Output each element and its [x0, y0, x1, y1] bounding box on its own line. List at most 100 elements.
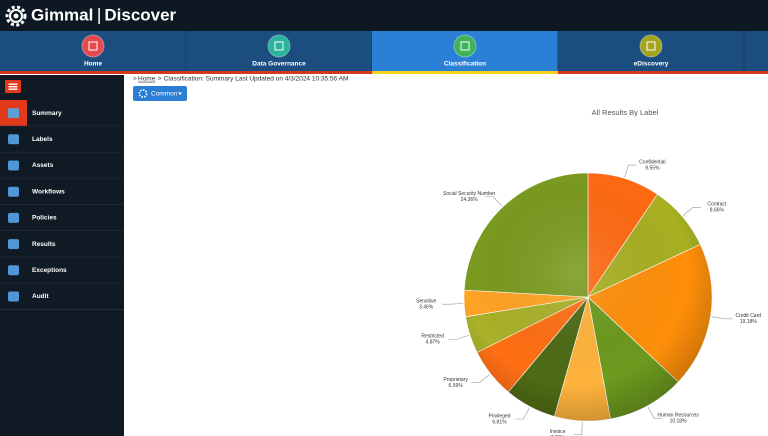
sidebar-item-bg[interactable]: [0, 257, 124, 284]
brand-divider: [98, 8, 100, 24]
pie-label: Restricted: [421, 334, 444, 340]
sidebar-item[interactable]: Exceptions: [0, 257, 124, 284]
sidebar-item-bg[interactable]: [0, 231, 124, 258]
leader-line: [624, 164, 637, 178]
nav-tab-label: eDiscovery: [634, 61, 669, 68]
button-caret: [178, 92, 182, 95]
sidebar-item-label: Exceptions: [32, 267, 67, 274]
sidebar-item[interactable]: Workflows: [0, 178, 124, 206]
leader-line: [448, 334, 470, 340]
sidebar-item-label: Audit: [32, 293, 49, 300]
sidebar-item-label: Assets: [32, 162, 54, 169]
sidebar-item-bg[interactable]: [0, 204, 124, 231]
sidebar-item-icon: [8, 134, 19, 145]
sidebar-item-icon: [8, 239, 19, 250]
sidebar-item[interactable]: Summary: [0, 100, 124, 127]
pie-value-label: 9.55%: [645, 165, 660, 171]
leader-line: [711, 316, 733, 320]
breadcrumb-separator: >: [158, 76, 162, 83]
sidebar-item-label: Results: [32, 241, 56, 248]
leader-line: [485, 196, 503, 207]
logo-gear: [5, 5, 27, 27]
sidebar-item-label: Summary: [32, 110, 62, 117]
button-label: Common: [151, 91, 178, 98]
pie-label: Proprietary: [443, 377, 468, 383]
breadcrumb-home[interactable]: Home: [138, 76, 156, 83]
chart-title: All Results By Label: [592, 108, 659, 117]
nav-tab-underline: [558, 71, 744, 74]
sidebar-item-bg[interactable]: [0, 126, 124, 153]
sidebar-item-label: Policies: [32, 215, 57, 222]
header-bar: [0, 0, 768, 31]
sidebar-item-label: Workflows: [32, 188, 65, 195]
menu-icon-line: [8, 86, 18, 88]
nav-tab[interactable]: Home: [0, 31, 187, 74]
leader-line: [573, 421, 583, 436]
pie-label: Contract: [707, 202, 727, 208]
nav-tab-label: Classification: [444, 61, 486, 68]
common-button[interactable]: Common: [133, 86, 187, 101]
nav-tab-icon: [639, 34, 663, 58]
pie-value-label: 8.66%: [710, 208, 725, 214]
leader-line: [471, 374, 491, 383]
breadcrumb-separator: >: [133, 76, 137, 83]
breadcrumb-current: Classification: Summary Last Updated on …: [164, 76, 349, 83]
button-gear: [138, 89, 148, 98]
nav-tab-icon: [453, 34, 477, 58]
nav-tab[interactable]: eDiscovery: [558, 31, 745, 74]
sidebar-item-bg[interactable]: [0, 152, 124, 179]
sidebar-item-icon: [8, 265, 19, 276]
nav-tab-label: Home: [84, 61, 102, 68]
sidebar-item[interactable]: Assets: [0, 152, 124, 180]
nav-tab-icon: [267, 34, 291, 58]
pie-value-label: 10.18%: [670, 418, 688, 424]
pie-value-label: 6.59%: [449, 383, 464, 389]
sidebar-item-icon: [8, 160, 19, 171]
sidebar-item-label: Labels: [32, 136, 53, 143]
sidebar-items: Summary Labels Assets Workflows Policies Resu…: [0, 100, 124, 311]
sidebar-item-bg[interactable]: [0, 178, 124, 205]
pie-label: Invoice: [550, 429, 566, 435]
pie-value-label: 4.87%: [426, 340, 441, 346]
button-bg[interactable]: [133, 86, 187, 101]
product-name: Discover: [104, 5, 176, 24]
pie-value-label: 19.18%: [740, 319, 758, 325]
menu-icon-line: [8, 88, 18, 90]
pie-label: Sensitive: [416, 299, 437, 305]
nav-tab[interactable]: Data Governance: [186, 31, 373, 74]
nav-tab-icon: [81, 34, 105, 58]
leader-line: [682, 207, 701, 216]
nav-tab-underline: [0, 71, 186, 74]
nav-tabs: Home Data Governance Classification eDiscov…: [0, 31, 768, 74]
nav-tab-icon-glyph: [460, 41, 470, 51]
menu-toggle[interactable]: [5, 80, 21, 93]
nav-tab-icon-glyph: [646, 41, 656, 51]
nav-tab-icon-glyph: [88, 41, 98, 51]
sidebar-item-icon: [8, 291, 19, 302]
leader-line: [442, 303, 464, 305]
pie-value-label: 6.81%: [492, 419, 507, 425]
leader-line: [515, 407, 530, 420]
brand-name: Gimmal: [31, 5, 93, 24]
sidebar-item-icon: [8, 186, 19, 197]
breadcrumb: > Home > Classification: Summary Last Up…: [133, 76, 348, 83]
menu-icon-line: [8, 83, 18, 85]
nav-tab-underline: [186, 71, 372, 74]
sidebar-item[interactable]: Labels: [0, 126, 124, 153]
pie-value-label: 24.36%: [461, 197, 479, 203]
sidebar-item-icon: [8, 108, 19, 119]
nav-tab-label: Data Governance: [252, 61, 306, 68]
sidebar-item-icon: [8, 212, 19, 223]
nav-tab-underline: [372, 71, 558, 74]
pie-value-label: 3.46%: [419, 305, 434, 311]
nav-tab-underline: [744, 71, 768, 74]
nav-tab-icon-glyph: [274, 41, 284, 51]
pie-label: Confidential: [639, 159, 665, 165]
sidebar-item[interactable]: Results: [0, 231, 124, 258]
sidebar-item-bg[interactable]: [0, 283, 124, 310]
nav-tab[interactable]: Classification: [372, 31, 559, 74]
sidebar-item[interactable]: Policies: [0, 204, 124, 232]
sidebar-item[interactable]: Audit: [0, 283, 124, 311]
